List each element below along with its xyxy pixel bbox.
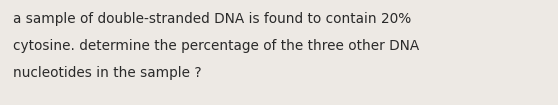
Text: nucleotides in the sample ?: nucleotides in the sample ? bbox=[13, 66, 201, 80]
Text: cytosine. determine the percentage of the three other DNA: cytosine. determine the percentage of th… bbox=[13, 39, 419, 53]
Text: a sample of double-stranded DNA is found to contain 20%: a sample of double-stranded DNA is found… bbox=[13, 12, 411, 26]
